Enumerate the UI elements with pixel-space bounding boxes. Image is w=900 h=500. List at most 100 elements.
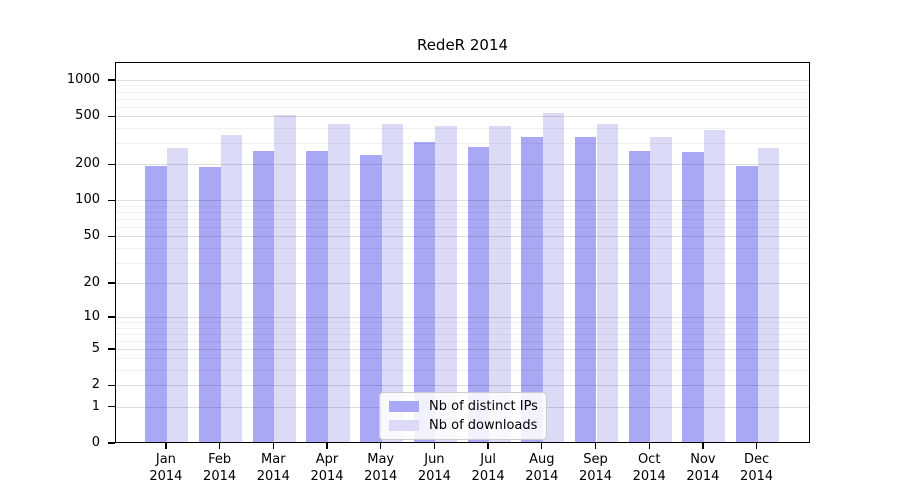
x-axis-tick (541, 443, 543, 449)
gridline-minor (116, 85, 809, 87)
x-tick-month: Mar (261, 452, 286, 467)
bar-distinct-ips-mar (252, 150, 275, 442)
gridline-minor (116, 91, 809, 93)
y-axis-tick (108, 384, 115, 386)
gridline-minor (116, 212, 809, 214)
x-tick-month: Feb (208, 452, 232, 467)
bar-distinct-ips-jan (145, 166, 167, 442)
x-tick-month: Sep (583, 452, 608, 467)
y-tick-label: 0 (91, 435, 100, 450)
gridline-minor (116, 247, 809, 249)
y-tick-label: 5 (91, 340, 100, 356)
bar-distinct-ips-jun (413, 142, 436, 442)
x-tick-month: Nov (690, 452, 716, 467)
gridline-minor (116, 327, 809, 329)
x-tick-year: 2014 (417, 469, 451, 484)
x-tick-label-feb: Feb 2014 (188, 451, 252, 485)
y-axis-tick (108, 405, 115, 408)
x-axis-tick (702, 443, 704, 449)
bar-downloads-aug (542, 113, 565, 442)
bar-distinct-ips-apr (306, 150, 328, 442)
gridline-minor (116, 98, 809, 100)
x-tick-label-dec: Dec 2014 (725, 451, 789, 485)
x-tick-year: 2014 (686, 469, 720, 484)
y-tick-label: 200 (75, 156, 100, 172)
legend-label: Nb of distinct IPs (429, 399, 538, 414)
bar-downloads-jun (435, 125, 457, 442)
legend-item: Nb of downloads (389, 418, 537, 433)
y-axis-tick (108, 115, 115, 117)
gridline-minor (116, 226, 809, 228)
gridline-minor (116, 106, 809, 108)
x-tick-year: 2014 (364, 469, 398, 484)
plot-area: Nb of distinct IPs Nb of downloads (115, 62, 810, 443)
bar-distinct-ips-jul (467, 146, 490, 442)
gridline-minor (116, 370, 809, 372)
chart-title: RedeR 2014 (416, 36, 509, 54)
bar-downloads-oct (650, 137, 672, 442)
gridline-minor (116, 128, 809, 130)
gridline-major (116, 236, 809, 238)
x-tick-label-apr: Apr 2014 (295, 451, 359, 485)
gridline-minor (116, 333, 809, 335)
x-tick-month: Dec (744, 452, 770, 467)
gridline-major (116, 164, 809, 166)
x-tick-year: 2014 (578, 469, 613, 484)
bar-distinct-ips-may (360, 154, 382, 442)
x-tick-month: Jan (155, 452, 176, 467)
bar-distinct-ips-feb (199, 167, 221, 442)
legend-label: Nb of downloads (429, 418, 538, 433)
x-tick-year: 2014 (525, 469, 559, 484)
x-axis-tick (218, 443, 221, 449)
gridline-major (116, 200, 809, 202)
bar-distinct-ips-nov (682, 151, 704, 442)
gridline-minor (116, 340, 809, 342)
gridline-minor (116, 358, 809, 360)
x-axis-tick (594, 443, 597, 449)
x-tick-label-oct: Oct 2014 (617, 451, 681, 485)
bar-downloads-apr (328, 123, 350, 442)
distinct-ips-swatch-icon (389, 401, 419, 412)
legend-item: Nb of distinct IPs (389, 399, 538, 414)
x-tick-label-aug: Aug 2014 (510, 451, 574, 485)
x-tick-month: Apr (315, 452, 339, 467)
x-tick-label-sep: Sep 2014 (564, 451, 628, 485)
gridline-minor (116, 205, 809, 207)
gridline-major (116, 79, 809, 81)
x-tick-label-nov: Nov 2014 (671, 451, 735, 485)
x-axis-tick (755, 443, 758, 449)
x-tick-year: 2014 (740, 469, 774, 484)
gridline-major (116, 385, 809, 387)
x-tick-year: 2014 (471, 469, 505, 484)
bar-downloads-nov (703, 129, 726, 442)
x-axis-tick (380, 443, 382, 449)
gridline-major (116, 316, 809, 318)
gridline-major (116, 283, 809, 284)
x-tick-month: Jul (480, 452, 496, 467)
x-axis-tick (433, 443, 436, 449)
x-axis-tick (487, 443, 489, 449)
x-tick-label-jun: Jun 2014 (402, 451, 466, 485)
x-tick-year: 2014 (149, 469, 183, 484)
y-tick-label: 50 (83, 228, 100, 244)
x-axis-tick (648, 443, 650, 449)
x-tick-month: Oct (637, 452, 661, 467)
x-tick-label-may: May 2014 (349, 451, 413, 485)
y-axis-tick (108, 163, 115, 165)
bar-distinct-ips-aug (521, 137, 543, 442)
x-tick-year: 2014 (203, 469, 237, 484)
y-axis-tick (108, 348, 115, 350)
x-tick-label-mar: Mar 2014 (241, 451, 305, 485)
bar-downloads-jul (489, 125, 511, 442)
gridline-minor (116, 218, 809, 220)
x-tick-month: Jun (424, 452, 445, 467)
x-tick-year: 2014 (632, 469, 666, 484)
bar-downloads-dec (757, 147, 780, 442)
y-tick-label: 500 (75, 108, 100, 124)
bar-downloads-mar (274, 114, 296, 442)
bar-distinct-ips-oct (628, 150, 651, 442)
gridline-major (116, 116, 809, 118)
y-axis-tick (108, 79, 115, 81)
bar-distinct-ips-sep (574, 137, 597, 442)
y-tick-label: 20 (83, 275, 100, 290)
